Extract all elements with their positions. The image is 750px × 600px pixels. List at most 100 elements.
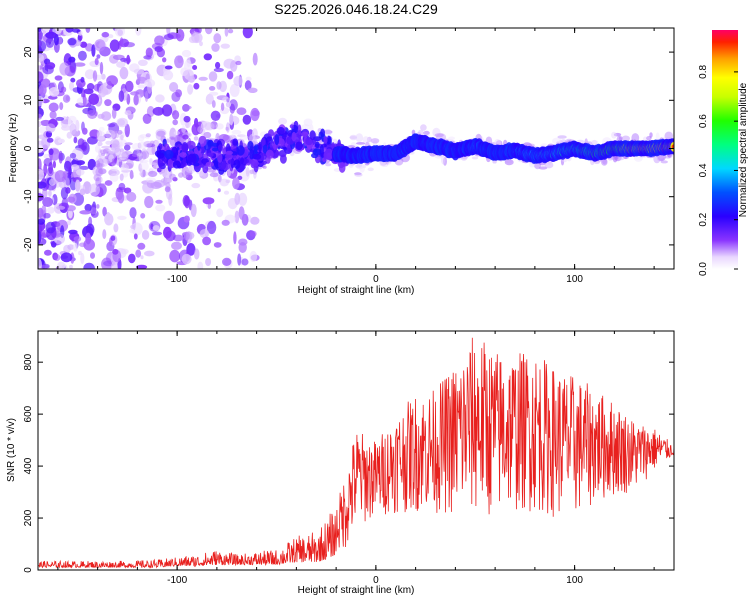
spectrogram-cell [221,219,230,226]
spectrogram-cell [104,99,112,107]
spectrogram-cell [199,41,203,47]
spectrogram-cell [47,206,55,214]
spectrogram-cell [234,210,240,224]
spectrogram-cell [44,28,51,32]
spectrogram-cell [145,133,151,138]
spectrogram-cell [671,144,674,150]
spectrogram-cell [236,145,245,156]
spectrogram-cell [309,130,316,141]
spectrogram-cell [152,106,165,116]
spectrogram-cell [111,107,117,119]
spectrogram-cell [197,261,204,269]
spectrogram-cell [183,105,192,110]
spectrogram-cell [38,230,42,244]
spectrogram-cell [323,129,332,136]
spectrogram-cell [66,196,76,203]
spectrogram-cell [123,187,132,194]
spectrogram-cell [163,180,168,187]
spectrogram-cell [222,257,232,266]
spectrogram-cell [99,149,108,155]
spectrogram-cell [220,43,230,49]
spectrogram-cell [135,28,142,36]
spectrogram-cell [38,113,42,120]
spectrogram-cell [249,230,257,237]
spectrogram-cell [124,123,130,138]
y-tick-label: 600 [23,405,34,422]
spectrogram-cell [84,69,96,80]
spectrogram-cell [38,120,42,128]
spectrogram-cell [110,138,120,148]
spectrogram-cell [197,126,203,133]
spectrogram-cell [220,102,225,112]
spectrogram-cell [202,236,212,246]
colorbar-tick-label: 0.8 [698,64,709,78]
spectrogram-cell [120,134,124,141]
spectrogram-cell [348,163,354,168]
spectrogram-cell [323,151,327,160]
spectrogram-cell [289,124,294,129]
spectrogram-cell [105,129,116,140]
spectrogram-cell [274,134,280,146]
spectrogram-cell [155,131,164,141]
spectrogram-cell [79,188,86,196]
spectrogram-cell [314,141,320,148]
spectrogram-cell [118,182,126,191]
spectrogram-cell [58,150,63,164]
spectrogram-cell [129,228,135,234]
spectrogram-cell [280,154,287,164]
spectrogram-cell [73,136,78,144]
spectrogram-cell [420,124,427,131]
spectrogram-cell [101,73,106,80]
spectrogram-cell [198,76,208,81]
spectrogram-cell [80,252,85,265]
spectrogram-cell [356,164,364,170]
spectrogram-cell [58,36,63,45]
spectrogram-cell [94,58,99,66]
spectrogram-cell [95,144,101,153]
spectrogram-cell [117,191,125,204]
spectrogram-cell [59,102,64,111]
spectrogram-cell [140,213,146,219]
spectrogram-cell [102,183,106,187]
spectrogram-cell [362,136,370,144]
spectrogram-cell [247,87,258,94]
spectrogram-cell [45,37,55,48]
spectrogram-cell [116,61,126,68]
spectrogram-cell [48,148,54,155]
spectrogram-cell [140,255,144,260]
spectrogram-cell [114,28,126,37]
colorbar-tick-label: 0.0 [698,262,709,276]
spectrogram-cell [168,193,173,206]
spectrogram-cell [66,131,73,139]
spectrogram-cell [655,132,660,142]
spectrogram-cell [102,229,107,240]
spectrogram-cell [175,89,183,98]
spectrogram-cell [224,28,229,37]
spectrogram-cell [126,191,137,202]
spectrogram-cell [83,262,95,269]
spectrogram-cell [71,164,80,170]
spectrogram-cell [215,61,221,69]
spectrogram-cell [504,159,514,166]
spectrogram-cell [161,104,173,117]
x-tick-label: 100 [566,274,583,285]
spectrogram-cell [226,70,234,80]
spectrogram-cell [121,151,130,159]
spectrogram-cell [181,49,192,58]
spectrogram-cell [207,140,214,147]
spectrogram-cell [155,204,166,212]
spectrogram-cell [74,179,81,192]
spectrogram-cell [183,215,190,223]
spectrogram-cell [245,76,252,82]
y-tick-label: 0 [23,567,34,573]
spectrogram-cell [98,84,107,98]
spectrogram-cell [110,147,117,151]
spectrogram-cell [109,173,119,182]
spectrogram-cell [38,71,44,84]
spectrogram-cell [198,135,207,147]
spectrogram-cell [192,65,198,70]
spectrogram-cell [106,75,118,86]
spectrogram-y-label: Frequency (Hz) [8,114,19,183]
spectrogram-cell [90,252,95,259]
